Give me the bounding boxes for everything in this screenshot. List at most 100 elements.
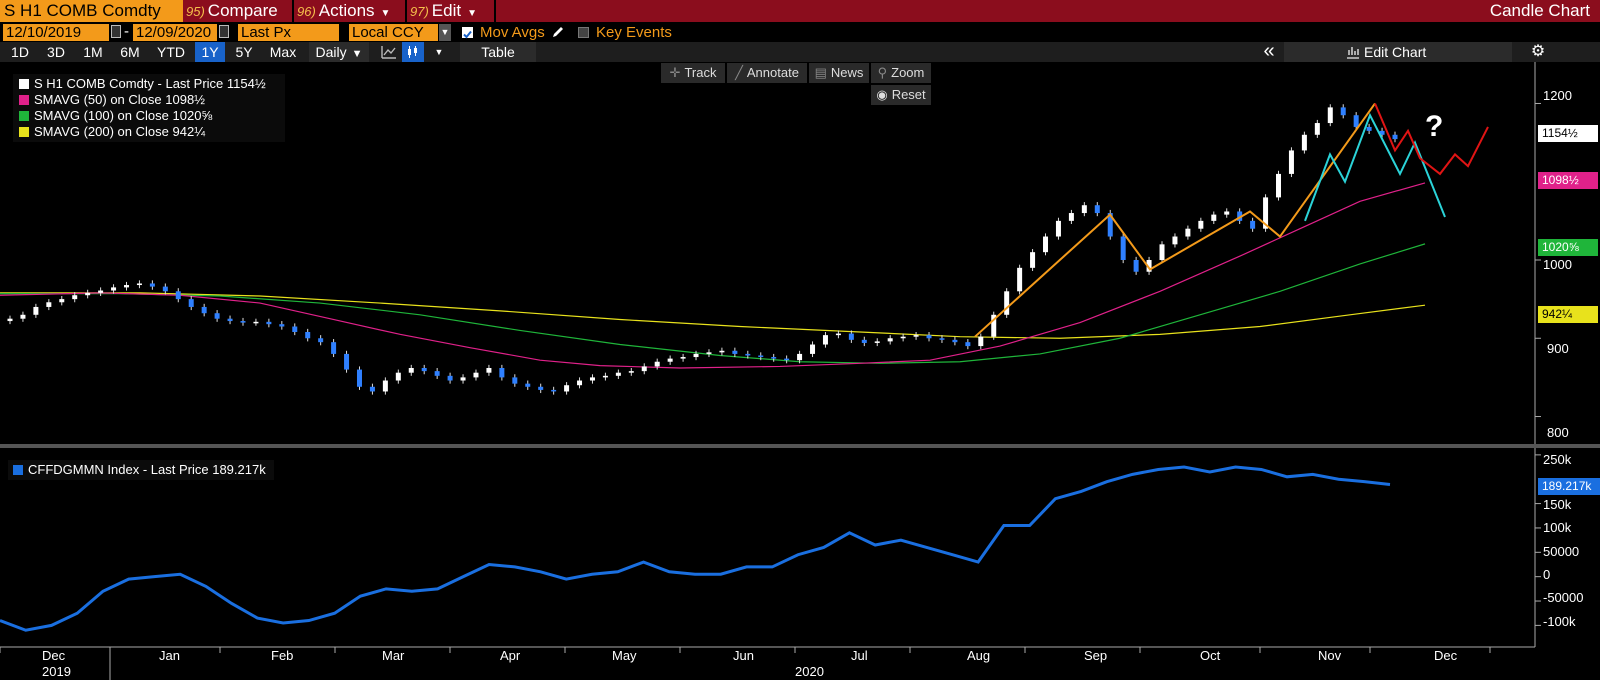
- annotate-label: Annotate: [746, 65, 799, 80]
- candle-body: [1366, 126, 1372, 131]
- gear-icon[interactable]: ⚙: [1530, 43, 1546, 60]
- candle-body: [1276, 173, 1282, 198]
- legend-label: S H1 COMB Comdty - Last Price: [34, 76, 224, 91]
- x-tick-label: May: [612, 648, 637, 663]
- candle-body: [356, 369, 362, 387]
- x-tick-label: Sep: [1084, 648, 1108, 663]
- range-1m-button[interactable]: 1M: [83, 44, 103, 60]
- mov-avgs-checkbox[interactable]: [462, 27, 473, 39]
- candle-body: [1043, 236, 1049, 253]
- y-tick-label: -100k: [1543, 614, 1576, 629]
- candle-body: [331, 342, 337, 354]
- function-bar: S H1 COMB Comdty 95) Compare 96) Actions ▼ …: [0, 0, 1600, 22]
- range-max-button[interactable]: Max: [269, 44, 297, 60]
- candle-body: [46, 302, 52, 307]
- year-label: 2020: [795, 664, 824, 679]
- chart-type-dropdown-icon[interactable]: ▼: [434, 47, 444, 57]
- key-events-checkbox[interactable]: [578, 27, 589, 38]
- security-field[interactable]: S H1 COMB Comdty: [0, 0, 183, 22]
- candle-body: [1327, 107, 1333, 124]
- candle-body: [602, 375, 608, 378]
- line-chart-icon[interactable]: [378, 42, 400, 62]
- legend-value: 942¼: [172, 124, 206, 139]
- edit-button[interactable]: 97) Edit ▼: [410, 0, 477, 22]
- candle-body: [408, 368, 414, 373]
- candle-body: [693, 353, 699, 358]
- legend-item-sma50: SMAVG (50) on Close 1098½: [19, 92, 279, 108]
- calendar-icon[interactable]: [111, 25, 121, 38]
- end-date-field[interactable]: 12/09/2020: [133, 24, 217, 41]
- reset-button[interactable]: ◉ Reset: [871, 85, 931, 105]
- legend-value: 1020⅝: [172, 108, 213, 123]
- candle-body: [1237, 211, 1243, 221]
- y-tick-label: 900: [1547, 341, 1569, 356]
- y-tick-label: 150k: [1543, 497, 1572, 512]
- crosshair-icon: ✛: [669, 65, 681, 80]
- candle-body: [991, 314, 997, 337]
- candle-body: [473, 372, 479, 378]
- edit-chart-button[interactable]: Edit Chart: [1284, 42, 1512, 62]
- candle-body: [797, 353, 803, 361]
- candle-chart-icon[interactable]: [402, 42, 424, 62]
- cyan-projection-annotation: [1304, 112, 1446, 222]
- candle-body: [1172, 236, 1178, 245]
- range-5y-button[interactable]: 5Y: [235, 44, 253, 60]
- range-3d-button[interactable]: 3D: [47, 44, 65, 60]
- candle-body: [887, 338, 893, 342]
- range-6m-button[interactable]: 6M: [120, 44, 140, 60]
- candle-body: [382, 380, 388, 392]
- annotate-icon: ╱: [735, 65, 743, 80]
- pencil-icon[interactable]: [551, 25, 565, 42]
- candle-body: [395, 372, 401, 381]
- candle-body: [965, 342, 971, 347]
- candle-body: [188, 299, 194, 307]
- news-button[interactable]: ▤ News: [809, 63, 869, 83]
- range-ytd-button[interactable]: YTD: [157, 44, 185, 60]
- currency-dropdown-icon[interactable]: ▼: [439, 24, 451, 41]
- y-tick-label: 0: [1543, 567, 1551, 582]
- price-field-select[interactable]: Last Px: [238, 24, 339, 41]
- start-date-field[interactable]: 12/10/2019: [3, 24, 109, 41]
- currency-select[interactable]: Local CCY: [349, 24, 438, 41]
- zoom-button[interactable]: ⚲ Zoom: [871, 63, 931, 83]
- candle-body: [1068, 213, 1074, 221]
- candle-body: [525, 383, 531, 387]
- y-tick-label: 1000: [1543, 257, 1572, 272]
- y-tick-label: -50000: [1543, 590, 1584, 605]
- edit-number: 97): [410, 4, 429, 19]
- candle-body: [136, 283, 142, 286]
- candle-body: [1159, 244, 1165, 260]
- calendar-icon[interactable]: [219, 25, 229, 38]
- candle-body: [1120, 236, 1126, 260]
- actions-button[interactable]: 96) Actions ▼: [297, 0, 390, 22]
- track-button[interactable]: ✛ Track: [661, 63, 725, 83]
- legend-label: SMAVG (100) on Close: [34, 108, 169, 123]
- track-label: Track: [684, 65, 717, 80]
- compare-button[interactable]: 95) Compare: [186, 0, 278, 22]
- collapse-icon[interactable]: «: [1263, 40, 1275, 62]
- candle-body: [369, 386, 375, 392]
- candle-body: [149, 283, 155, 287]
- candle-body: [512, 377, 518, 384]
- period-select[interactable]: Daily ▼: [309, 42, 369, 62]
- candle-body: [214, 313, 220, 319]
- x-tick-label: Jul: [851, 648, 868, 663]
- candle-body: [810, 344, 816, 354]
- x-tick-label: Nov: [1318, 648, 1342, 663]
- candle-body: [551, 389, 557, 392]
- range-1d-button[interactable]: 1D: [11, 44, 29, 60]
- candle-body: [344, 353, 350, 370]
- candle-body: [939, 338, 945, 340]
- period-label: Daily: [315, 44, 347, 60]
- candle-body: [279, 324, 285, 327]
- range-1y-button[interactable]: 1Y: [195, 42, 225, 62]
- table-button[interactable]: Table: [460, 42, 536, 62]
- annotate-button[interactable]: ╱ Annotate: [727, 63, 807, 83]
- candle-body: [111, 287, 117, 291]
- candle-body: [628, 371, 634, 373]
- candle-body: [1314, 123, 1320, 135]
- candle-body: [822, 335, 828, 345]
- edit-label: Edit: [431, 1, 462, 20]
- news-icon: ▤: [814, 65, 827, 80]
- reset-icon: ◉: [876, 87, 888, 102]
